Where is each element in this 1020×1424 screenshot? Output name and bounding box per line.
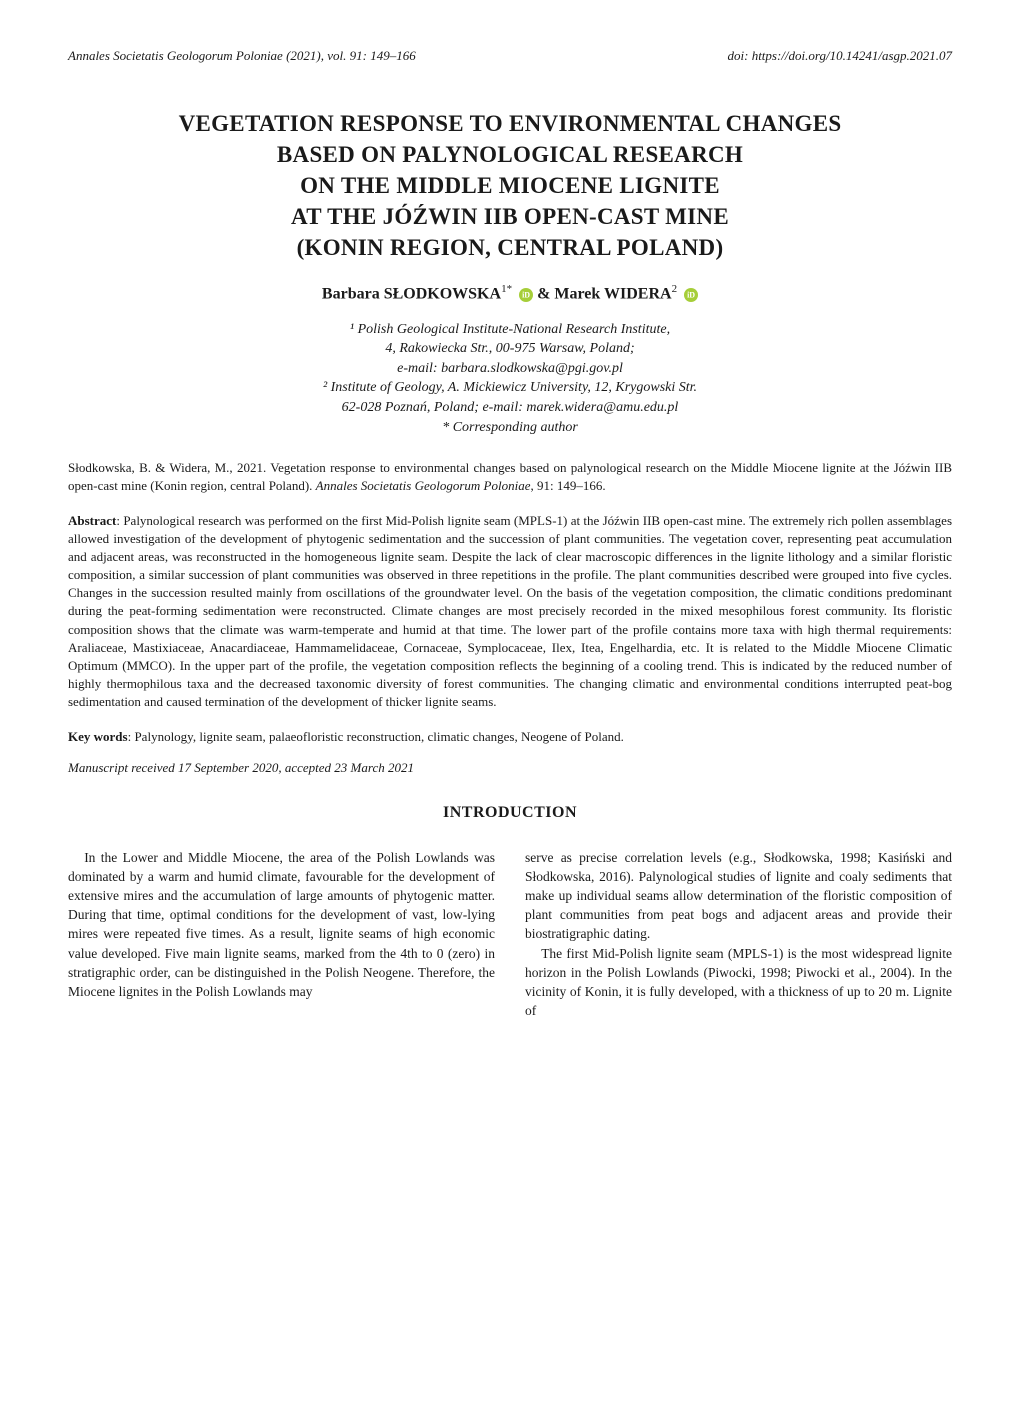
author-1-name: Barbara SŁODKOWSKA	[322, 286, 501, 303]
title-line-5: (KONIN REGION, CENTRAL POLAND)	[297, 235, 724, 260]
affiliation-1-line-1: ¹ Polish Geological Institute-National R…	[350, 322, 670, 337]
authors-ampersand: &	[537, 286, 554, 303]
affiliations-block: ¹ Polish Geological Institute-National R…	[230, 320, 790, 438]
header-right-doi: doi: https://doi.org/10.14241/asgp.2021.…	[728, 48, 953, 64]
affiliation-2-line-2: 62-028 Poznań, Poland; e-mail: marek.wid…	[342, 400, 679, 415]
affiliation-1-line-2: 4, Rakowiecka Str., 00-975 Warsaw, Polan…	[385, 341, 634, 356]
title-line-3: ON THE MIDDLE MIOCENE LIGNITE	[300, 173, 720, 198]
authors-line: Barbara SŁODKOWSKA1* & Marek WIDERA2	[68, 283, 952, 303]
citation-block: Słodkowska, B. & Widera, M., 2021. Veget…	[68, 459, 952, 495]
title-line-4: AT THE JÓŹWIN IIB OPEN-CAST MINE	[291, 204, 729, 229]
corresponding-author-note: * Corresponding author	[442, 420, 578, 435]
author-1-affil-marker: 1*	[501, 283, 512, 295]
running-header: Annales Societatis Geologorum Poloniae (…	[68, 48, 952, 64]
intro-right-paragraph-2: The first Mid-Polish lignite seam (MPLS-…	[525, 944, 952, 1021]
keywords-block: Key words: Palynology, lignite seam, pal…	[68, 728, 952, 746]
abstract-label: Abstract	[68, 513, 116, 528]
section-heading-introduction: INTRODUCTION	[68, 804, 952, 822]
title-line-2: BASED ON PALYNOLOGICAL RESEARCH	[277, 142, 743, 167]
affiliation-2-line-1: ² Institute of Geology, A. Mickiewicz Un…	[323, 380, 697, 395]
affiliation-1-email: e-mail: barbara.slodkowska@pgi.gov.pl	[397, 361, 623, 376]
article-title: VEGETATION RESPONSE TO ENVIRONMENTAL CHA…	[68, 108, 952, 263]
title-line-1: VEGETATION RESPONSE TO ENVIRONMENTAL CHA…	[179, 111, 842, 136]
abstract-block: Abstract: Palynological research was per…	[68, 512, 952, 712]
citation-journal: Annales Societatis Geologorum Poloniae	[316, 478, 531, 493]
manuscript-dates: Manuscript received 17 September 2020, a…	[68, 760, 952, 776]
intro-left-paragraph-1: In the Lower and Middle Miocene, the are…	[68, 848, 495, 1001]
header-left: Annales Societatis Geologorum Poloniae (…	[68, 48, 416, 64]
column-right: serve as precise correlation levels (e.g…	[525, 848, 952, 1020]
keywords-label: Key words	[68, 729, 128, 744]
author-2-name: Marek WIDERA	[554, 286, 671, 303]
orcid-icon[interactable]	[684, 288, 698, 302]
column-left: In the Lower and Middle Miocene, the are…	[68, 848, 495, 1020]
intro-right-paragraph-1: serve as precise correlation levels (e.g…	[525, 848, 952, 944]
author-2-affil-marker: 2	[672, 283, 678, 295]
keywords-text: : Palynology, lignite seam, palaeofloris…	[128, 729, 624, 744]
orcid-icon[interactable]	[519, 288, 533, 302]
citation-text-b: , 91: 149–166.	[531, 478, 606, 493]
introduction-body: In the Lower and Middle Miocene, the are…	[68, 848, 952, 1020]
abstract-text: : Palynological research was performed o…	[68, 513, 952, 710]
